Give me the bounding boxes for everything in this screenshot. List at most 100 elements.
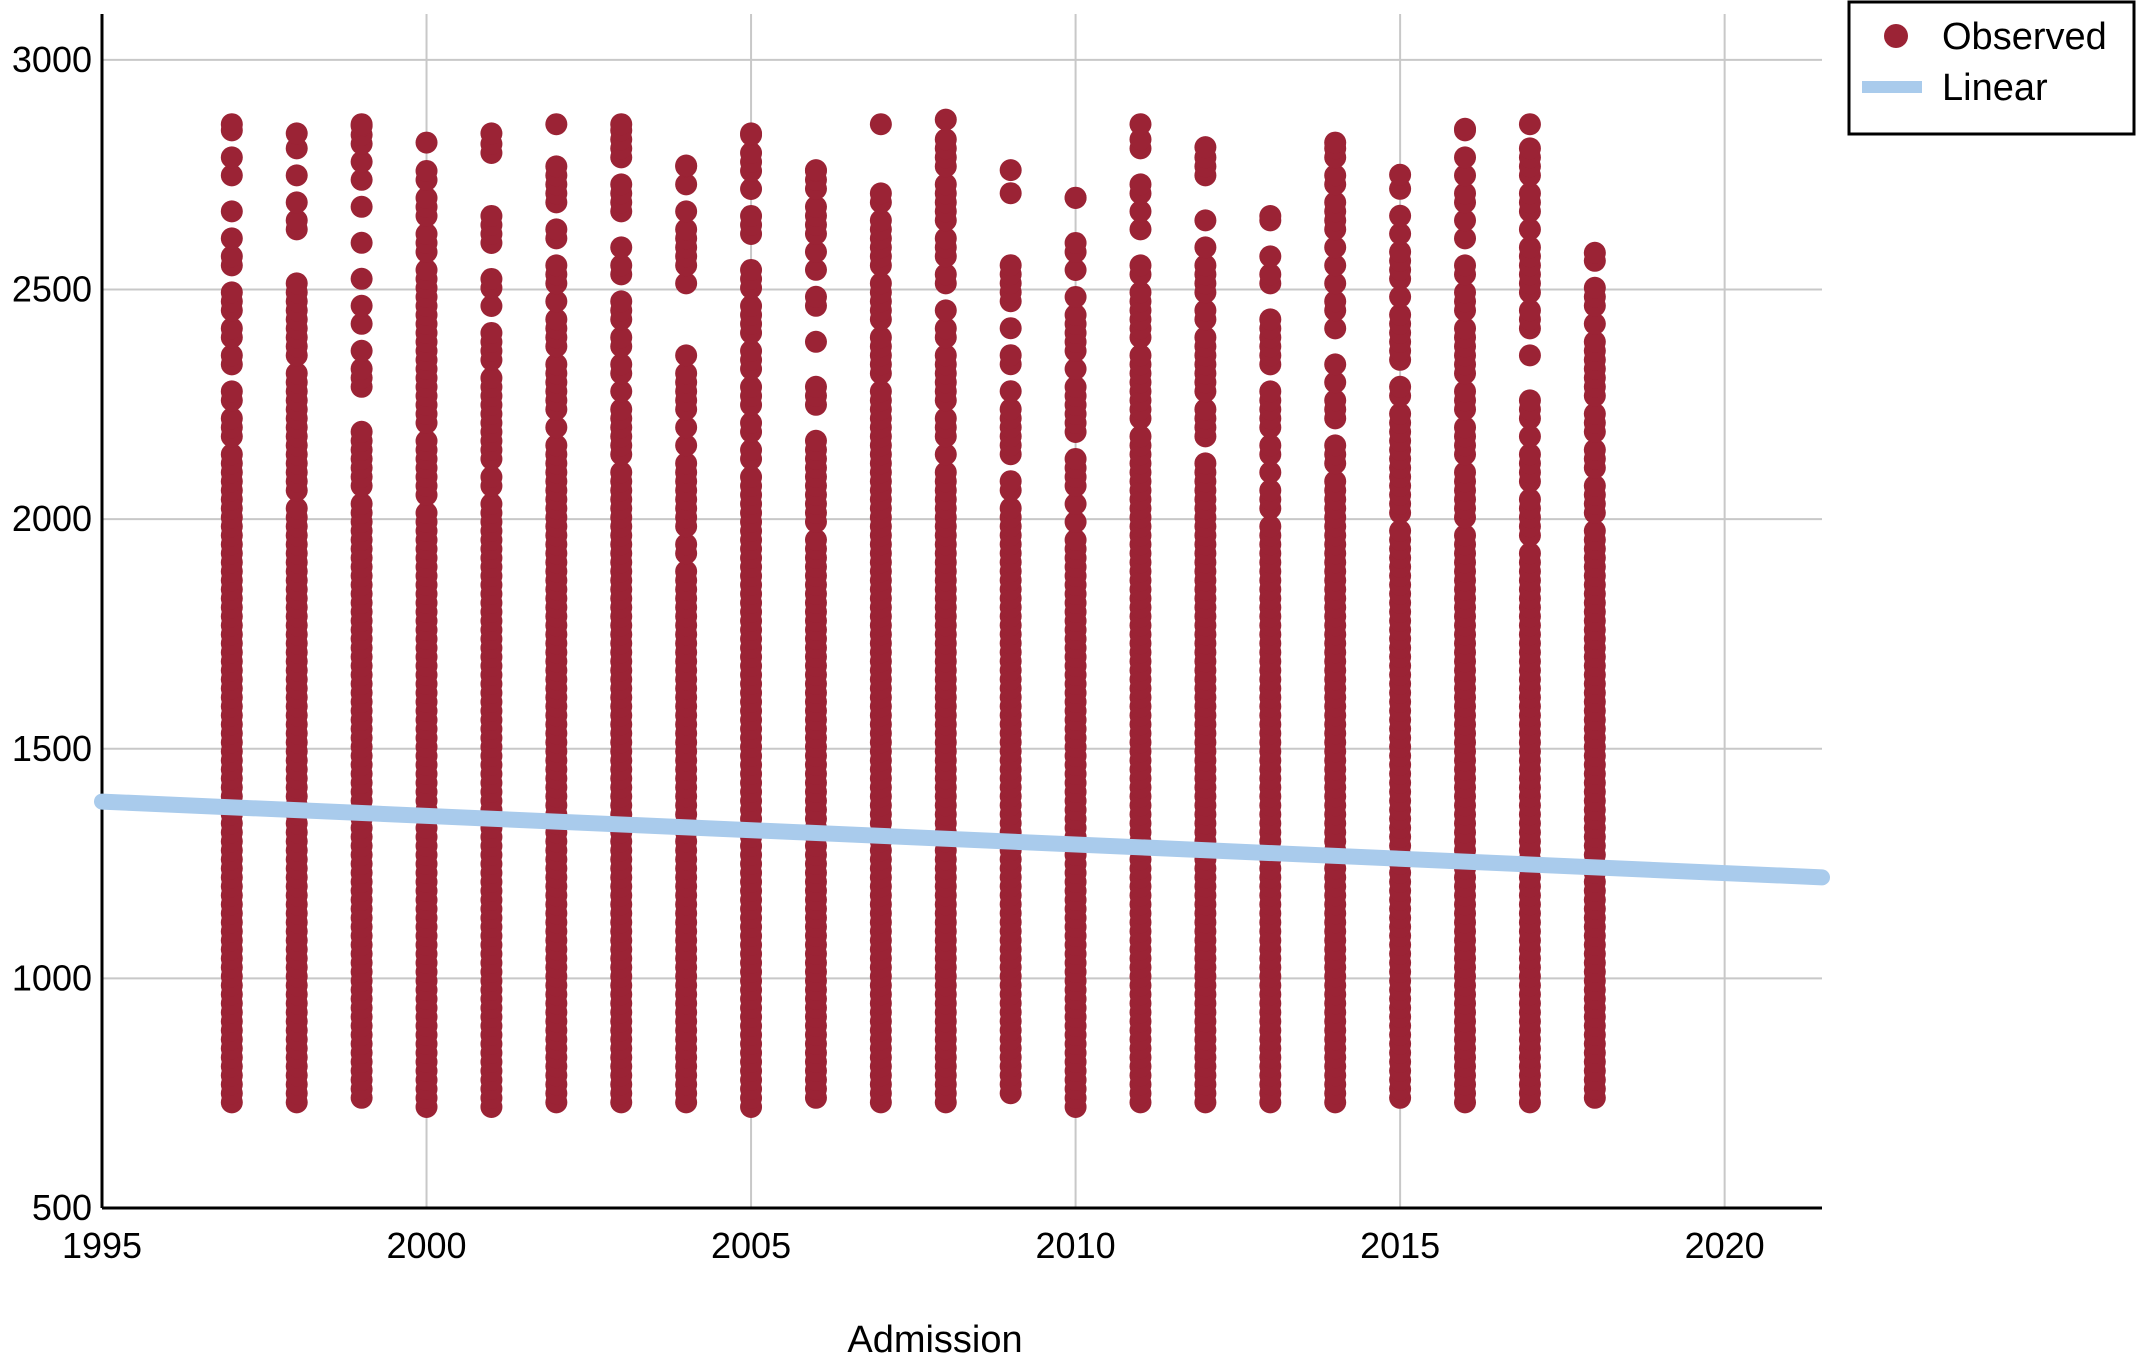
observed-point (1454, 146, 1477, 169)
observed-point (220, 380, 243, 403)
observed-points (220, 108, 1606, 1118)
x-tick-label: 2005 (711, 1225, 791, 1266)
observed-point (610, 398, 633, 421)
observed-point (1129, 200, 1152, 223)
observed-point (1194, 254, 1217, 277)
observed-point (1518, 344, 1541, 367)
observed-point (934, 173, 957, 196)
observed-point (610, 173, 633, 196)
observed-point (1194, 299, 1217, 322)
observed-point (1518, 389, 1541, 412)
observed-point (1129, 281, 1152, 304)
observed-point (285, 362, 308, 385)
observed-point (480, 465, 503, 488)
observed-point (1454, 164, 1477, 187)
observed-point (999, 398, 1022, 421)
observed-point (869, 272, 892, 295)
observed-point (610, 326, 633, 349)
observed-point (934, 128, 957, 151)
observed-point (415, 429, 438, 452)
x-tick-label: 2000 (386, 1225, 466, 1266)
observed-point (545, 155, 568, 178)
observed-point (545, 254, 568, 277)
observed-point (1064, 258, 1087, 281)
observed-point (1324, 191, 1347, 214)
observed-point (1518, 443, 1541, 466)
observed-point (545, 218, 568, 241)
observed-point (1389, 402, 1412, 425)
observed-point (220, 281, 243, 304)
observed-point (1194, 452, 1217, 475)
observed-point (1518, 218, 1541, 241)
axes (100, 14, 1822, 1210)
x-tick-label: 2020 (1685, 1225, 1765, 1266)
legend-linear-marker (1862, 81, 1922, 93)
observed-point (1389, 285, 1412, 308)
observed-point (1324, 131, 1347, 154)
observed-point (804, 258, 827, 281)
observed-point (220, 317, 243, 340)
observed-point (350, 113, 373, 136)
observed-point (285, 191, 308, 214)
observed-point (220, 443, 243, 466)
observed-point (415, 258, 438, 281)
observed-point (999, 344, 1022, 367)
observed-point (934, 263, 957, 286)
observed-point (804, 528, 827, 551)
observed-point (545, 308, 568, 331)
observed-point (1518, 137, 1541, 160)
observed-point (740, 339, 763, 362)
observed-point (545, 416, 568, 439)
observed-point (1259, 245, 1282, 268)
observed-point (1324, 353, 1347, 376)
observed-point (480, 267, 503, 290)
observed-point (740, 411, 763, 434)
observed-point (1583, 276, 1606, 299)
observed-point (675, 218, 698, 241)
observed-point (350, 492, 373, 515)
observed-point (1518, 425, 1541, 448)
y-tick-label: 2000 (12, 498, 92, 539)
observed-point (1389, 375, 1412, 398)
observed-point (804, 285, 827, 308)
observed-point (1518, 299, 1541, 322)
legend-box (1847, 0, 2136, 136)
observed-point (1129, 425, 1152, 448)
observed-point (1129, 173, 1152, 196)
observed-point (1454, 182, 1477, 205)
observed-point (1064, 186, 1087, 209)
observed-point (740, 465, 763, 488)
observed-point (675, 173, 698, 196)
observed-point (1259, 308, 1282, 331)
observed-point (1454, 524, 1477, 547)
observed-point (350, 267, 373, 290)
observed-point (934, 344, 957, 367)
observed-point (1324, 254, 1347, 277)
observed-point (1583, 241, 1606, 264)
observed-point (350, 150, 373, 173)
observed-point (804, 375, 827, 398)
observed-point (740, 141, 763, 164)
observed-point (999, 470, 1022, 493)
y-tick-label: 1500 (12, 728, 92, 769)
observed-point (610, 380, 633, 403)
observed-point (415, 186, 438, 209)
observed-point (1259, 380, 1282, 403)
observed-point (1454, 281, 1477, 304)
legend-observed-label: Observed (1942, 16, 2107, 58)
y-tick-label: 3000 (12, 39, 92, 80)
observed-point (1259, 263, 1282, 286)
observed-point (1389, 204, 1412, 227)
observed-point (350, 195, 373, 218)
observed-point (1259, 205, 1282, 228)
observed-point (740, 177, 763, 200)
observed-point (350, 339, 373, 362)
observed-point (220, 227, 243, 250)
observed-point (415, 131, 438, 154)
observed-point (1324, 371, 1347, 394)
observed-point (350, 231, 373, 254)
observed-point (1129, 218, 1152, 241)
observed-point (804, 195, 827, 218)
observed-point (740, 122, 763, 145)
